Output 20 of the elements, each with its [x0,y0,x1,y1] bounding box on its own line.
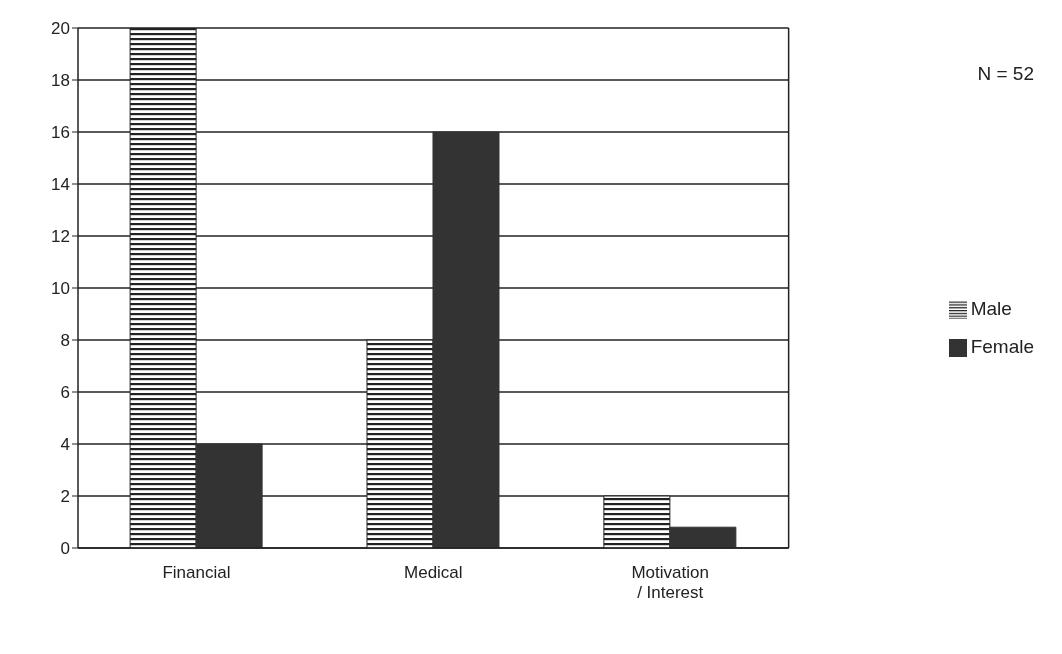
y-tick-label: 2 [60,487,70,507]
y-tick-label: 14 [51,175,70,195]
x-tick-label: Financial [162,563,231,582]
y-tick-label: 18 [51,71,70,91]
bar [669,526,737,548]
y-tick-label: 4 [60,435,70,455]
y-tick-label: 12 [51,227,70,247]
x-tick-label: Medical [404,563,463,582]
text: N = 52 [977,63,1034,85]
x-tick-label: Motivation / Interest [631,563,709,602]
y-tick-label: 16 [51,123,70,143]
y-tick-label: 0 [60,539,70,559]
legend-label: Male [970,298,1012,319]
y-tick-label: 8 [60,331,70,351]
y-tick-label: 10 [51,279,70,299]
y-tick-label: 20 [51,19,70,39]
y-tick-label: 6 [60,383,70,403]
bar [195,443,263,548]
legend-label: Female [970,336,1034,357]
bar [432,131,500,548]
